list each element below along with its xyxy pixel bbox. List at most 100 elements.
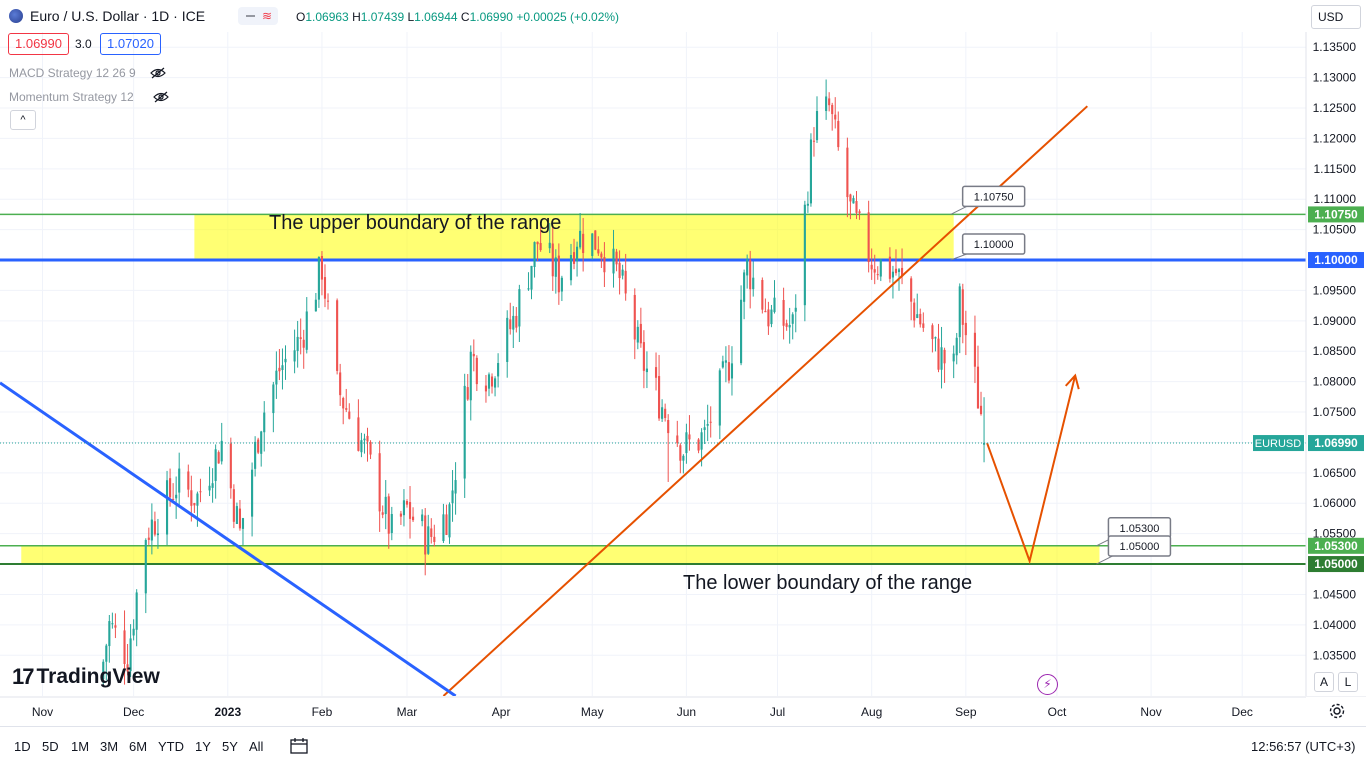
- candle-body: [360, 440, 363, 453]
- candle-body: [390, 513, 393, 534]
- candle-body: [275, 370, 278, 385]
- candle-body: [156, 533, 159, 536]
- candle-body: [102, 661, 105, 680]
- candle-body: [305, 311, 308, 350]
- candle-body: [597, 249, 600, 254]
- x-tick-label: Oct: [1048, 705, 1067, 719]
- candle-body: [533, 242, 536, 267]
- auto-scale-button[interactable]: A: [1314, 672, 1334, 692]
- candle-body: [378, 453, 381, 512]
- log-scale-button[interactable]: L: [1338, 672, 1358, 692]
- candle-body: [724, 360, 727, 363]
- candle-body: [667, 420, 670, 434]
- candle-body: [509, 319, 512, 330]
- y-tick-label: 1.06000: [1313, 496, 1357, 510]
- candle-body: [144, 539, 147, 594]
- sell-button[interactable]: 1.06990: [8, 33, 69, 55]
- candle-body: [554, 257, 557, 277]
- candle-body: [682, 455, 685, 461]
- range-5d-button[interactable]: 5D: [42, 739, 59, 754]
- candle-body: [603, 257, 606, 273]
- indicator-macd[interactable]: MACD Strategy 12 26 9: [9, 66, 136, 80]
- y-tick-label: 1.12500: [1313, 101, 1357, 115]
- candle-body: [572, 252, 576, 264]
- range-1d-button[interactable]: 1D: [14, 739, 31, 754]
- indicator-momentum[interactable]: Momentum Strategy 12: [9, 90, 134, 104]
- candle-body: [919, 313, 922, 325]
- range-5y-button[interactable]: 5Y: [222, 739, 238, 754]
- x-tick-label: Jul: [770, 705, 785, 719]
- candle-body: [761, 279, 764, 310]
- candle-body: [284, 358, 287, 363]
- candle-body: [430, 528, 433, 537]
- candle-body: [217, 452, 220, 464]
- candle-body: [296, 336, 299, 351]
- open-value: 1.06963: [305, 10, 349, 24]
- candle-body: [858, 211, 861, 214]
- callout-label: 1.05000: [1120, 541, 1160, 553]
- candle-body: [150, 519, 153, 541]
- chart-style-toggle[interactable]: ≋: [238, 7, 278, 25]
- candle-body: [773, 297, 776, 313]
- candle-body: [615, 251, 618, 265]
- candle-body: [600, 253, 603, 258]
- currency-select[interactable]: USD: [1311, 5, 1361, 29]
- candle-body: [451, 490, 454, 504]
- eye-off-icon[interactable]: [150, 67, 166, 79]
- symbol-title[interactable]: Euro / U.S. Dollar · 1D · ICE: [30, 8, 206, 24]
- candle-body: [982, 443, 986, 445]
- candle-body: [934, 337, 937, 339]
- candle-body: [955, 337, 958, 356]
- price-chart[interactable]: 1.10750 1.10000 1.05300 1.05000 1.13500 1.130…: [0, 0, 1366, 726]
- wave-icon: ≋: [262, 9, 273, 23]
- tradingview-wordmark: TradingView: [36, 665, 160, 688]
- candle-body: [472, 353, 475, 357]
- candle-body: [263, 412, 266, 433]
- candle-body: [475, 357, 478, 385]
- callout-leader: [950, 253, 967, 261]
- x-tick-label: Aug: [861, 705, 882, 719]
- candle-body: [688, 434, 691, 440]
- candle-body: [913, 302, 916, 321]
- candle-body: [345, 408, 348, 410]
- calendar-icon[interactable]: [289, 737, 309, 755]
- candle-body: [314, 299, 317, 312]
- candle-body: [238, 508, 242, 529]
- eye-off-icon[interactable]: [153, 91, 169, 103]
- bottom-toolbar: 1D 5D 1M 3M 6M YTD 1Y 5Y All 12:56:57 (U…: [0, 726, 1366, 768]
- upper-boundary-annotation: The upper boundary of the range: [269, 212, 562, 234]
- range-1y-button[interactable]: 1Y: [195, 739, 211, 754]
- candle-body: [408, 502, 412, 519]
- candle-body: [740, 299, 743, 364]
- x-tick-label: Jun: [677, 705, 696, 719]
- gear-icon[interactable]: [1328, 702, 1346, 720]
- candle-body: [178, 468, 181, 493]
- candle-body: [952, 353, 955, 362]
- tradingview-logo[interactable]: 17 TradingView: [12, 664, 160, 690]
- candle-body: [169, 478, 172, 498]
- collapse-indicators-button[interactable]: ^: [10, 110, 36, 130]
- candle-body: [299, 337, 302, 339]
- buy-button[interactable]: 1.07020: [100, 33, 161, 55]
- dash-icon: [246, 15, 255, 17]
- candle-body: [442, 514, 445, 542]
- range-6m-button[interactable]: 6M: [129, 739, 148, 754]
- clock[interactable]: 12:56:57 (UTC+3): [1251, 739, 1356, 754]
- candle-body: [888, 256, 891, 279]
- y-tick-label: 1.07500: [1313, 405, 1357, 419]
- range-all-button[interactable]: All: [249, 739, 264, 754]
- last-price-tag: [1308, 435, 1364, 452]
- candle-body: [527, 288, 530, 290]
- last-price-label: 1.06990: [1314, 436, 1358, 450]
- lightning-icon[interactable]: ⚡: [1037, 674, 1058, 695]
- candle-body: [108, 621, 111, 647]
- range-ytd-button[interactable]: YTD: [158, 739, 184, 754]
- y-tick-label: 1.05500: [1313, 527, 1357, 541]
- candle-body: [342, 397, 345, 409]
- range-3m-button[interactable]: 3M: [100, 739, 119, 754]
- candle-body: [654, 367, 658, 378]
- falling-trendline: [0, 381, 457, 696]
- range-1m-button[interactable]: 1M: [71, 739, 90, 754]
- candle-body: [424, 515, 427, 555]
